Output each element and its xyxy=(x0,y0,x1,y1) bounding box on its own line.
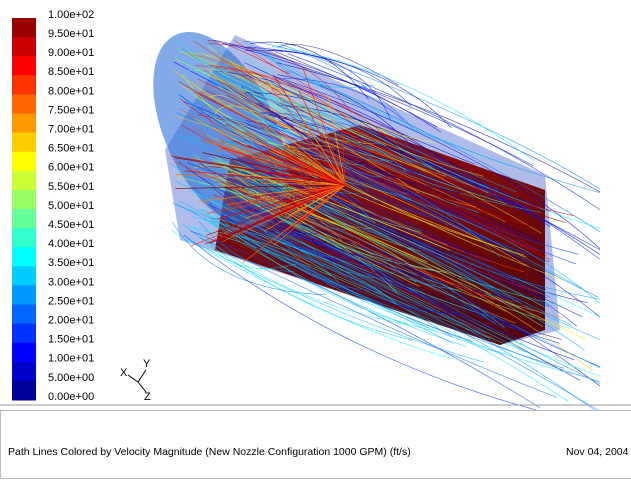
legend-label: 9.50e+01 xyxy=(48,28,94,40)
legend-label: 4.00e+01 xyxy=(48,238,94,250)
visualization: X Y Z 1.00e+02 9.50e+01 9.00e+01 8.50e+01 8.… xyxy=(0,0,631,480)
legend-label: 1.50e+01 xyxy=(48,334,94,346)
legend-label: 7.50e+01 xyxy=(48,104,94,116)
legend-label: 4.50e+01 xyxy=(48,219,94,231)
legend-label: 2.00e+01 xyxy=(48,315,94,327)
legend-label: 3.50e+01 xyxy=(48,257,94,269)
axis-triad: X Y Z xyxy=(120,358,151,403)
legend-swatch xyxy=(12,305,36,325)
legend-label: 7.00e+01 xyxy=(48,124,94,136)
legend-swatch xyxy=(12,171,36,191)
legend-label: 1.00e+01 xyxy=(48,353,94,365)
axis-y: Y xyxy=(143,358,151,370)
legend-swatch xyxy=(12,228,36,248)
legend-label: 0.00e+00 xyxy=(48,391,94,403)
legend-label: 1.00e+02 xyxy=(48,9,94,21)
legend-label: 6.50e+01 xyxy=(48,143,94,155)
legend-swatch xyxy=(12,18,36,38)
legend-label: 5.00e+01 xyxy=(48,200,94,212)
legend-swatch xyxy=(12,56,36,76)
axis-x: X xyxy=(120,367,128,379)
legend-swatch xyxy=(12,37,36,57)
legend-swatch xyxy=(12,247,36,267)
legend-swatch xyxy=(12,324,36,344)
caption-box xyxy=(1,411,631,479)
legend-swatch xyxy=(12,343,36,363)
axis-z: Z xyxy=(144,391,151,403)
legend-swatch xyxy=(12,285,36,305)
page: X Y Z 1.00e+02 9.50e+01 9.00e+01 8.50e+01 8.… xyxy=(0,0,631,480)
color-legend: 1.00e+02 9.50e+01 9.00e+01 8.50e+01 8.00e+01… xyxy=(12,9,94,403)
legend-swatch xyxy=(12,266,36,286)
legend-swatch xyxy=(12,190,36,210)
legend-label: 8.50e+01 xyxy=(48,66,94,78)
legend-swatch xyxy=(12,152,36,172)
legend-label: 8.00e+01 xyxy=(48,85,94,97)
legend-label: 6.00e+01 xyxy=(48,162,94,174)
legend-swatch xyxy=(12,209,36,229)
legend-swatch xyxy=(12,133,36,153)
legend-label: 5.00e+00 xyxy=(48,372,94,384)
legend-label: 2.50e+01 xyxy=(48,295,94,307)
legend-label: 9.00e+01 xyxy=(48,47,94,59)
legend-label: 5.50e+01 xyxy=(48,181,94,193)
caption-title: Path Lines Colored by Velocity Magnitude… xyxy=(8,446,411,458)
legend-swatch xyxy=(12,114,36,134)
legend-swatch xyxy=(12,381,36,401)
legend-label: 3.00e+01 xyxy=(48,276,94,288)
caption-date: Nov 04, 2004 xyxy=(566,446,629,458)
legend-swatch xyxy=(12,75,36,95)
legend-swatch xyxy=(12,362,36,382)
legend-swatch xyxy=(12,94,36,114)
